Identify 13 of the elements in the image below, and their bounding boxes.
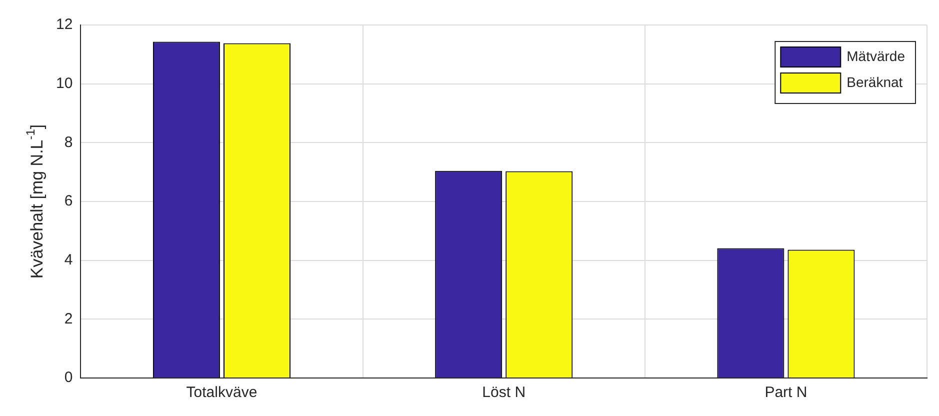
x-tick-label: Totalkväve — [186, 384, 258, 402]
y-tick-label: 0 — [64, 369, 73, 386]
y-tick-label: 6 — [64, 192, 73, 210]
x-tick-label: Löst N — [482, 384, 526, 402]
y-tick-label: 2 — [64, 310, 73, 328]
y-tick-label: 12 — [56, 16, 73, 34]
x-tick-label: Part N — [764, 384, 808, 402]
legend-label: Mätvärde — [846, 48, 906, 64]
legend-label: Beräknat — [846, 74, 903, 90]
y-tick-label: 4 — [64, 251, 73, 268]
y-tick-label: 10 — [56, 74, 73, 92]
y-tick-label: 8 — [64, 134, 73, 151]
y-axis-title: Kvävehalt [mg N.L-1] — [23, 124, 47, 279]
